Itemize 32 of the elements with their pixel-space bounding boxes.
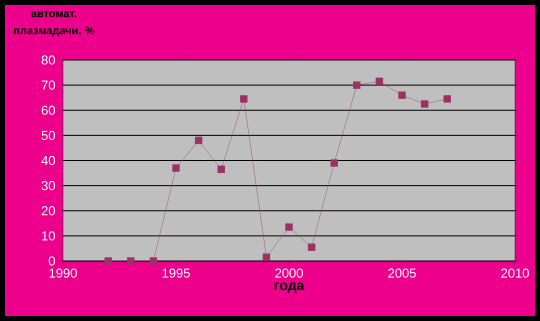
x-tick-label: 2010: [501, 268, 529, 278]
y-tick-label: 40: [41, 156, 55, 166]
point: [194, 136, 202, 144]
y-axis-title: автомат. плазмадачи, %: [14, 11, 94, 36]
point: [444, 95, 451, 103]
point: [398, 91, 406, 99]
point: [127, 257, 135, 265]
y-tick-label: 60: [42, 106, 55, 115]
point: [218, 166, 225, 173]
point: [150, 257, 158, 265]
point: [285, 223, 293, 231]
point: [353, 81, 361, 89]
x-tick-label: 2005: [388, 268, 416, 278]
point: [376, 78, 384, 86]
y-tick-label: 0: [48, 256, 55, 266]
x-tick-label: 2000: [275, 268, 303, 278]
y-tick-label: 20: [42, 206, 55, 216]
y-tick-label: 30: [42, 181, 55, 190]
y-tick-label: 80: [42, 55, 55, 65]
y-tick-label: 70: [42, 80, 55, 90]
point: [172, 164, 180, 172]
point: [420, 100, 428, 108]
point: [330, 159, 338, 167]
x-tick-label: 1995: [162, 268, 190, 278]
y-tick-label: 10: [42, 231, 55, 240]
y-tick-label: 50: [42, 130, 55, 140]
point: [104, 257, 112, 265]
x-tick-label: 1990: [50, 268, 77, 278]
x-axis-title: года: [274, 282, 304, 293]
point: [262, 254, 270, 261]
point: [308, 243, 316, 251]
point: [240, 95, 248, 103]
